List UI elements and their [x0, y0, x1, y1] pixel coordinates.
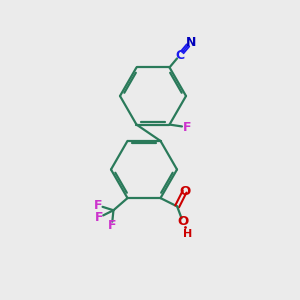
Text: C: C: [175, 49, 184, 62]
Text: H: H: [183, 229, 192, 239]
Text: F: F: [182, 121, 191, 134]
Text: O: O: [177, 215, 188, 228]
Text: N: N: [185, 36, 196, 49]
Text: F: F: [94, 199, 103, 212]
Text: O: O: [179, 185, 190, 198]
Text: F: F: [108, 219, 116, 232]
Text: F: F: [95, 211, 104, 224]
